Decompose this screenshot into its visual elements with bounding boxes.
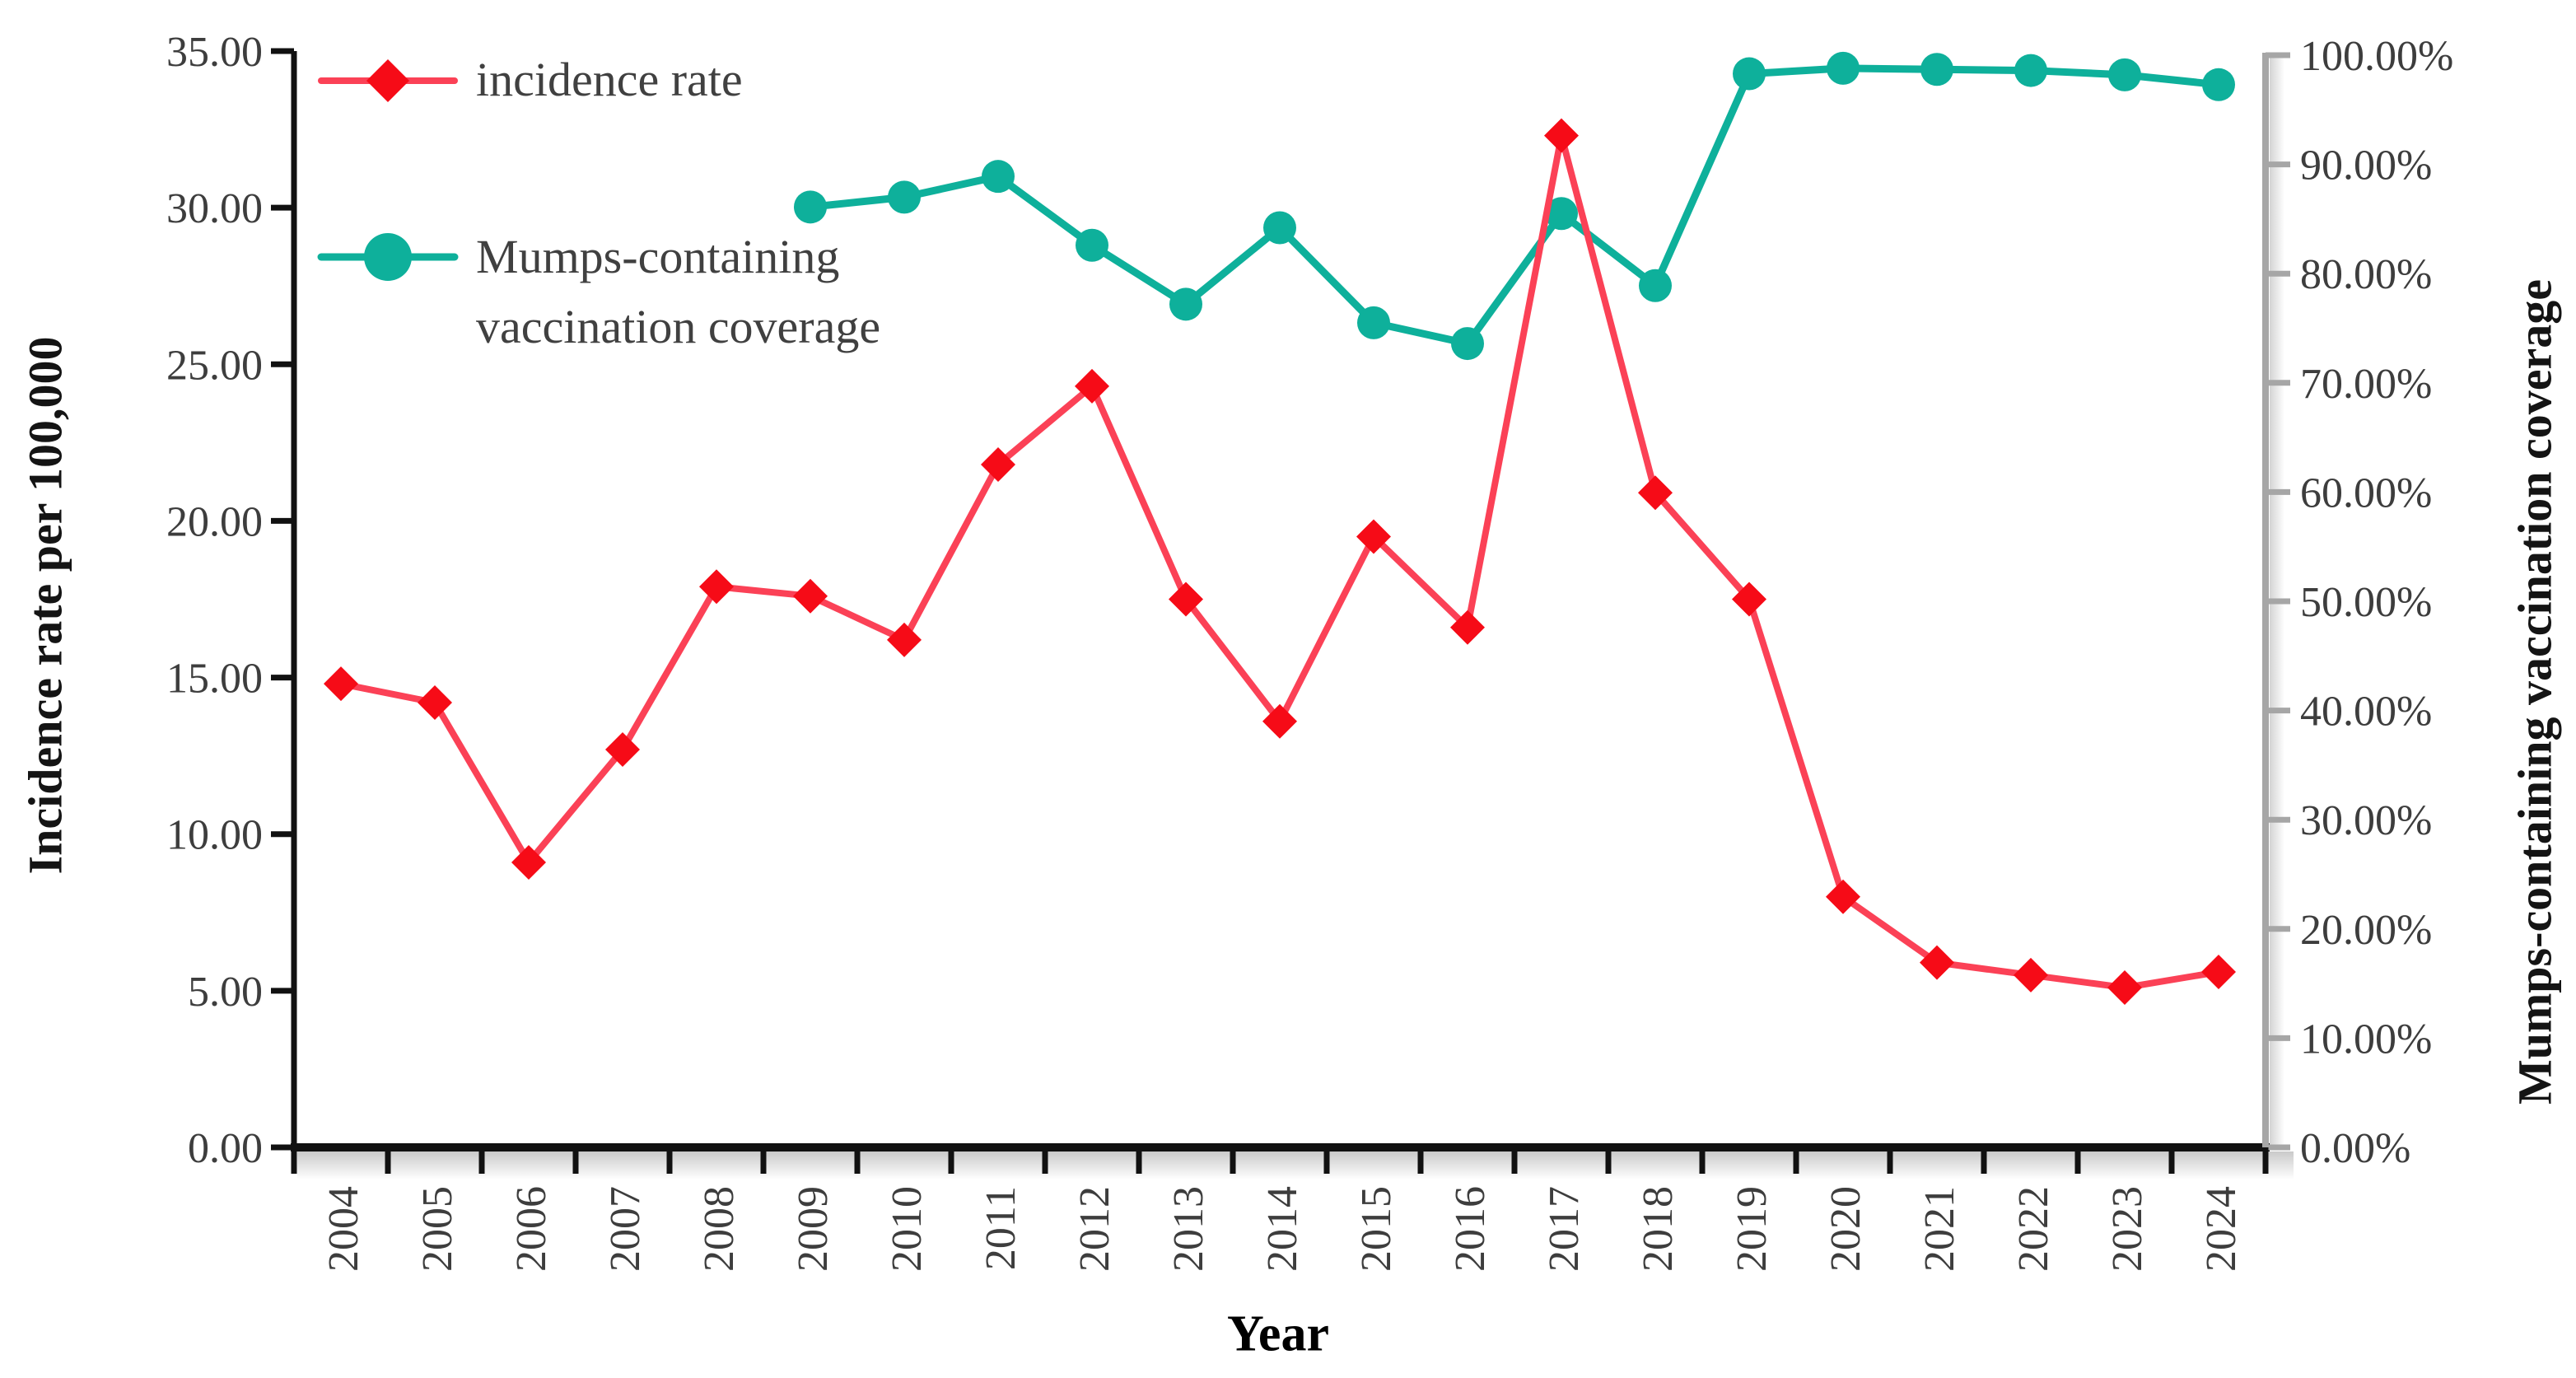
coverage-series-marker-2022 <box>2014 54 2047 87</box>
right-axis-tick-label: 30.00% <box>2300 797 2432 844</box>
left-axis-tick-label: 25.00 <box>166 342 263 389</box>
x-axis-year-label: 2010 <box>884 1186 931 1272</box>
x-axis-year-label: 2012 <box>1071 1186 1118 1272</box>
left-axis-tick-label: 10.00 <box>166 812 263 859</box>
left-axis-tick-label: 5.00 <box>188 969 263 1016</box>
left-axis-tick-label: 35.00 <box>166 29 263 76</box>
coverage-series-marker-2020 <box>1827 51 1860 85</box>
incidence-series-marker-2012 <box>1075 368 1109 404</box>
legend-label-vaccination-coverage: Mumps-containing vaccination coverage <box>476 222 880 362</box>
incidence-series-marker-2021 <box>1920 945 1954 980</box>
x-axis-year-label: 2007 <box>602 1186 649 1272</box>
left-axis-tick-label: 20.00 <box>166 498 263 545</box>
coverage-series-marker-2024 <box>2202 68 2235 101</box>
left-axis-tick-label: 15.00 <box>166 656 263 703</box>
incidence-series-marker-2018 <box>1638 475 1673 511</box>
x-axis-year-label: 2006 <box>508 1186 555 1272</box>
x-axis-year-label: 2019 <box>1729 1186 1776 1272</box>
right-axis-tick-label: 0.00% <box>2300 1125 2410 1172</box>
incidence-series-marker-2016 <box>1450 610 1485 645</box>
right-axis-tick-label: 60.00% <box>2300 469 2432 516</box>
x-axis-year-label: 2018 <box>1635 1186 1682 1272</box>
legend-incidence-diamond-icon <box>366 59 409 102</box>
coverage-series-marker-2016 <box>1451 327 1484 361</box>
coverage-series-marker-2018 <box>1639 269 1672 302</box>
right-axis-tick-label: 80.00% <box>2300 251 2432 298</box>
incidence-series-marker-2013 <box>1169 582 1203 617</box>
x-axis-year-label: 2024 <box>2198 1186 2245 1272</box>
incidence-series-marker-2015 <box>1356 519 1391 554</box>
incidence-series-marker-2020 <box>1826 879 1860 914</box>
x-axis-year-label: 2005 <box>414 1186 461 1272</box>
incidence-series-marker-2019 <box>1732 582 1766 617</box>
coverage-series-line <box>806 64 2223 348</box>
right-axis-title: Mumps-containing vaccination coverage <box>2508 278 2562 1105</box>
x-axis-shadow <box>297 1151 2294 1179</box>
incidence-series-marker-2007 <box>605 732 640 768</box>
incidence-series-marker-2014 <box>1262 703 1297 739</box>
x-axis-title: Year <box>1227 1306 1329 1362</box>
coverage-series-marker-2021 <box>1920 53 1953 86</box>
x-axis-year-label: 2020 <box>1822 1186 1869 1272</box>
x-axis-year-label: 2011 <box>978 1186 1024 1270</box>
x-axis-year-label: 2023 <box>2104 1186 2151 1272</box>
left-axis-title: Incidence rate per 100,000 <box>18 336 72 875</box>
incidence-series-marker-2010 <box>887 622 922 657</box>
x-axis-year-label: 2021 <box>1916 1186 1963 1272</box>
coverage-series-marker-2019 <box>1733 57 1766 91</box>
x-axis-year-label: 2015 <box>1353 1186 1400 1272</box>
coverage-series-marker-2011 <box>982 160 1015 194</box>
incidence-series-marker-2005 <box>418 684 452 720</box>
legend-label-vaccination-coverage-line1: Mumps-containing <box>476 229 840 283</box>
incidence-series-marker-2008 <box>699 569 734 605</box>
left-axis-tick-label: 30.00 <box>166 185 263 232</box>
x-axis-year-label: 2013 <box>1165 1186 1212 1272</box>
x-axis-year-label: 2008 <box>696 1186 743 1272</box>
right-axis-tick-label: 90.00% <box>2300 142 2432 189</box>
legend-coverage-circle-icon <box>364 233 412 281</box>
incidence-series-marker-2022 <box>2014 957 2048 993</box>
coverage-series-marker-2010 <box>888 180 921 214</box>
right-axis-tick-label: 70.00% <box>2300 361 2432 408</box>
coverage-series-marker-2015 <box>1357 306 1390 339</box>
coverage-series-marker-2023 <box>2108 58 2141 91</box>
right-axis-tick-label: 50.00% <box>2300 579 2432 626</box>
coverage-series-marker-2014 <box>1263 211 1296 245</box>
legend-label-incidence-rate: incidence rate <box>476 53 743 107</box>
right-axis-tick-label: 20.00% <box>2300 907 2432 954</box>
x-axis-year-label: 2009 <box>790 1186 837 1272</box>
x-axis-year-label: 2004 <box>320 1186 367 1272</box>
incidence-series-marker-2004 <box>324 666 358 702</box>
incidence-series-marker-2017 <box>1544 118 1579 153</box>
incidence-series-marker-2006 <box>511 844 546 880</box>
incidence-series-marker-2009 <box>793 578 828 614</box>
incidence-series-marker-2024 <box>2201 955 2236 990</box>
x-axis-year-label: 2016 <box>1447 1186 1494 1272</box>
coverage-series-marker-2013 <box>1169 287 1202 321</box>
coverage-series-marker-2009 <box>794 190 827 224</box>
left-axis-tick-label: 0.00 <box>188 1125 263 1172</box>
right-axis-tick-label: 100.00% <box>2300 33 2453 80</box>
coverage-series-marker-2012 <box>1076 228 1108 262</box>
incidence-series-marker-2011 <box>981 446 1015 482</box>
x-axis-year-label: 2022 <box>2010 1186 2057 1272</box>
coverage-series-marker-2017 <box>1545 197 1578 231</box>
right-axis-tick-label: 40.00% <box>2300 689 2432 736</box>
legend-label-vaccination-coverage-line2: vaccination coverage <box>476 300 881 353</box>
x-axis-year-label: 2017 <box>1541 1186 1588 1272</box>
right-axis-tick-label: 10.00% <box>2300 1016 2432 1063</box>
incidence-series-marker-2023 <box>2107 970 2142 1006</box>
x-axis-year-label: 2014 <box>1259 1186 1306 1272</box>
